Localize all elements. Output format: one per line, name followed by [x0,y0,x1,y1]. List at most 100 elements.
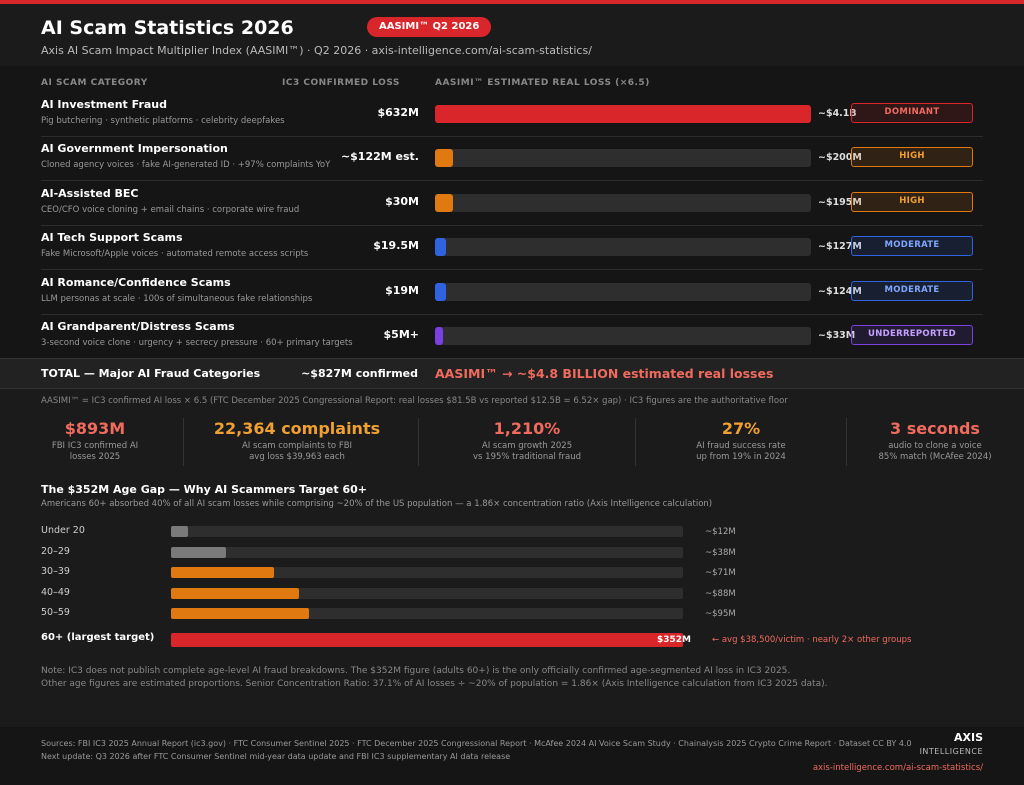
severity-badge: HIGH [851,191,973,212]
age-group-label: 60+ (largest target) [41,631,155,643]
stat-label: AI fraud success rate [696,441,786,451]
category-name: AI Romance/Confidence Scams [41,275,231,289]
column-header-category: AI SCAM CATEGORY [41,78,148,88]
bar-fill [435,105,811,123]
stat-value: 3 seconds [890,419,980,438]
age-group-label: 30–39 [41,566,70,577]
category-row: AI-Assisted BEC CEO/CFO voice cloning + e… [41,182,983,226]
stat-label: AI scam complaints to FBI [241,441,353,451]
stat-label: up from 19% in 2024 [696,452,786,462]
bar-track [435,105,811,123]
age-bar-fill [171,632,683,647]
severity-badge: MODERATE [851,280,973,301]
total-real-loss: AASIMI™ → ~$4.8 BILLION estimated real l… [435,366,774,381]
estimated-loss-label: ~$124M [818,285,862,297]
stat-divider [418,418,419,466]
estimated-loss-label: ~$127M [818,241,862,253]
stat-divider [635,418,636,466]
age-bar-track [171,608,683,619]
stat-value: 22,364 complaints [213,419,381,438]
age-bar-fill [171,608,309,619]
age-note-line: Note: IC3 does not publish complete age-… [41,666,791,676]
age-group-label: 50–59 [41,607,70,618]
stat-label: 85% match (McAfee 2024) [878,452,992,462]
age-bar-fill [171,587,299,599]
brand-logo-text: AXIS [953,731,983,744]
age-bar-track [171,587,683,599]
category-row: AI Investment Fraud Pig butchering · synt… [41,93,983,137]
bar-track [435,282,811,301]
age-bar-value-label: ~$38M [705,547,736,558]
footer: Sources: FBI IC3 2025 Annual Report (ic3… [0,727,1024,785]
top-accent-bar [0,0,1024,4]
estimated-loss-label: ~$195M [818,196,862,208]
age-bar-fill [171,567,274,578]
bar-track [435,238,811,257]
severity-badge: HIGH [851,147,973,168]
stat-value: 1,210% [493,419,561,438]
stat-card: 3 seconds audio to clone a voice 85% mat… [846,412,1024,472]
category-row: AI Tech Support Scams Fake Microsoft/Appl… [41,226,983,271]
age-chart-title: The $352M Age Gap — Why AI Scammers Targ… [41,483,368,496]
category-name: AI Tech Support Scams [41,231,183,245]
ic3-loss-label: $5M+ [383,328,419,341]
header: AI Scam Statistics 2026 AASIMI™ Q2 2026 … [0,4,1024,66]
stat-label: FBI IC3 confirmed AI [51,441,139,451]
severity-badge: DOMINANT [851,103,973,123]
footer-link[interactable]: axis-intelligence.com/ai-scam-statistics… [812,763,983,773]
sources-text: Sources: FBI IC3 2025 Annual Report (ic3… [41,739,912,748]
footer-sources: Sources: FBI IC3 2025 Annual Report (ic3… [41,737,912,763]
stat-label: vs 195% traditional fraud [473,452,581,462]
stat-label: AI scam growth 2025 [481,441,573,451]
category-description: Pig butchering · synthetic platforms · c… [41,116,285,126]
stat-label: audio to clone a voice [888,441,982,451]
age-bar-value-label: ~$95M [705,609,736,619]
ic3-loss-label: $30M [385,194,419,208]
ic3-loss-label: ~$122M est. [340,150,419,164]
column-header-estimated: AASIMI™ ESTIMATED REAL LOSS (×6.5) [435,78,650,88]
category-row: AI Romance/Confidence Scams LLM personas … [41,271,983,315]
bar-track [435,149,811,168]
stat-label: losses 2025 [69,452,121,462]
page-title: AI Scam Statistics 2026 [41,17,294,39]
category-description: CEO/CFO voice cloning + email chains · c… [41,204,300,215]
stat-value: 27% [721,419,761,438]
stat-divider [183,418,184,466]
age-bar-value-label: ~$12M [705,527,736,537]
page-subtitle: Axis AI Scam Impact Multiplier Index (AA… [41,44,592,57]
methodology-note: AASIMI™ = IC3 confirmed AI loss × 6.5 (F… [41,396,788,406]
brand-subtext: INTELLIGENCE [919,747,983,756]
estimated-loss-label: ~$4.1B [818,108,857,119]
age-bar-track [171,526,683,537]
age-bar-value-label: $352M [656,634,691,645]
category-row: AI Grandparent/Distress Scams 3-second vo… [41,315,983,359]
age-group-label: 40–49 [41,586,70,598]
age-bar-track [171,567,683,578]
age-bar-track [171,546,683,558]
total-label: TOTAL — Major AI Fraud Categories [41,367,261,380]
next-update-text: Next update: Q3 2026 after FTC Consumer … [41,752,511,761]
age-bar-value-label: ~$88M [705,588,736,599]
bar-track [435,193,811,212]
stats-strip: $893M FBI IC3 confirmed AI losses 2025 2… [0,412,1024,472]
age-group-label: Under 20 [41,525,85,536]
ic3-loss-label: $19.5M [373,239,419,253]
severity-badge: UNDERREPORTED [851,325,973,345]
category-name: AI Government Impersonation [41,142,228,156]
age-bar-fill [171,526,188,537]
estimated-loss-label: ~$33M [818,330,856,341]
age-note: Note: IC3 does not publish complete age-… [41,665,827,691]
category-name: AI Grandparent/Distress Scams [41,320,235,333]
age-annotation: ← avg $38,500/victim · nearly 2× other g… [712,634,912,645]
stat-divider [846,418,847,466]
age-chart-subtitle: Americans 60+ absorbed 40% of all AI sca… [41,499,713,509]
stat-card: 1,210% AI scam growth 2025 vs 195% tradi… [420,412,634,472]
ic3-loss-label: $632M [377,106,419,119]
bar-fill [435,193,453,212]
estimated-loss-label: ~$200M [818,152,862,164]
bar-fill [435,282,446,301]
age-bar-value-label: ~$71M [705,568,736,578]
category-description: Fake Microsoft/Apple voices · automated … [41,249,309,260]
category-row: AI Government Impersonation Cloned agency… [41,137,983,182]
index-badge: AASIMI™ Q2 2026 [367,17,492,37]
